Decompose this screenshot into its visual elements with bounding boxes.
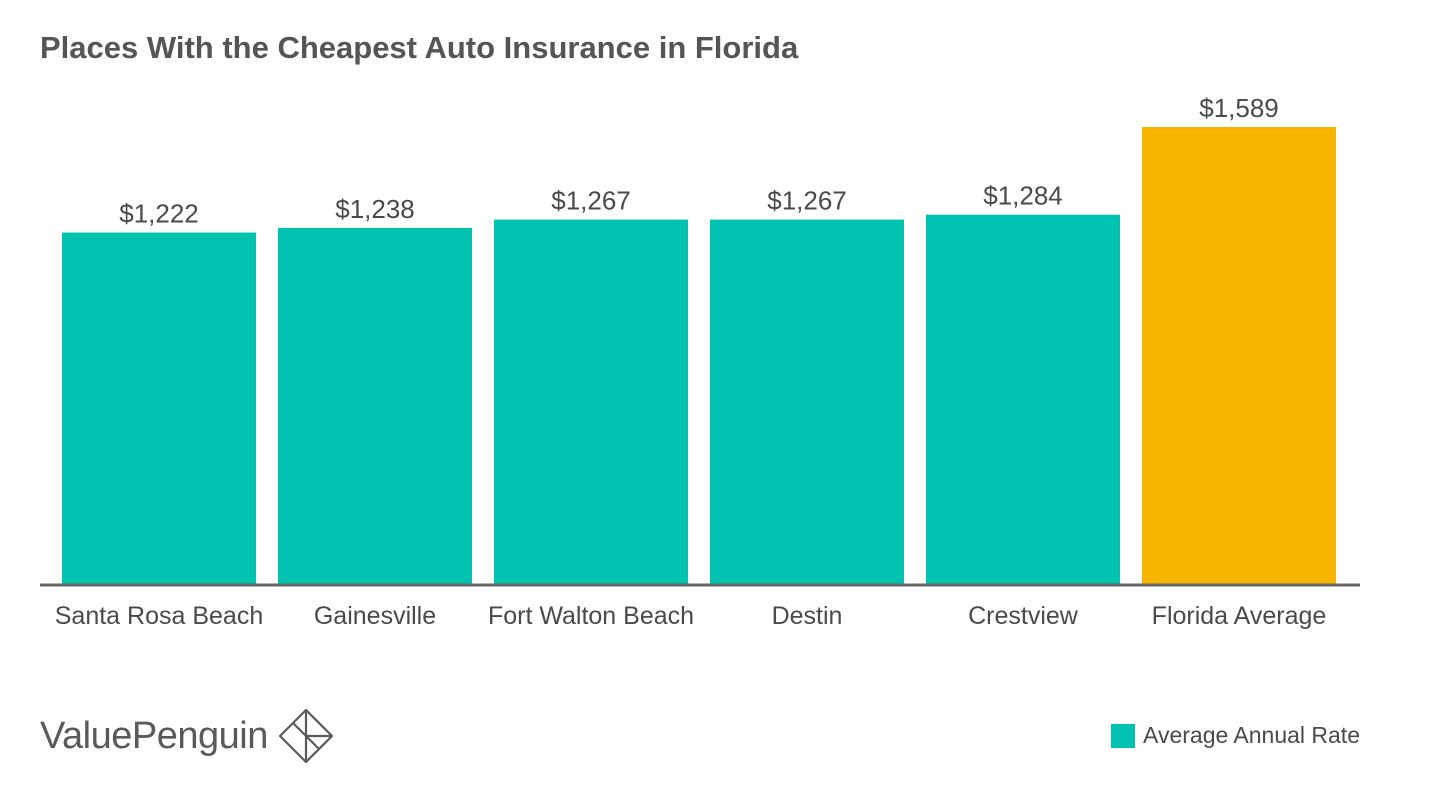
category-label-4: Crestview (968, 602, 1079, 630)
bar-3 (710, 219, 904, 585)
data-label-5: $1,589 (1199, 93, 1279, 123)
brand-name: ValuePenguin (40, 714, 268, 757)
legend-swatch (1111, 723, 1136, 748)
category-label-5: Florida Average (1152, 602, 1327, 630)
data-label-4: $1,284 (983, 181, 1063, 211)
bar-0 (62, 232, 256, 584)
data-label-3: $1,267 (767, 186, 847, 216)
data-label-1: $1,238 (335, 194, 415, 224)
category-label-3: Destin (772, 602, 843, 630)
category-label-2: Fort Walton Beach (488, 602, 694, 630)
bar-5 (1142, 127, 1336, 584)
legend-label: Average Annual Rate (1143, 722, 1360, 748)
category-label-1: Gainesville (314, 602, 436, 630)
data-label-2: $1,267 (551, 186, 631, 216)
data-label-0: $1,222 (119, 199, 199, 229)
chart-title: Places With the Cheapest Auto Insurance … (40, 30, 799, 65)
bar-4 (926, 214, 1120, 584)
category-label-0: Santa Rosa Beach (55, 602, 263, 630)
brand: ValuePenguin (40, 706, 336, 766)
bar-2 (494, 219, 688, 585)
valuepenguin-logo-icon (278, 708, 333, 764)
bar-1 (278, 227, 472, 584)
legend: Average Annual Rate (1111, 722, 1360, 749)
